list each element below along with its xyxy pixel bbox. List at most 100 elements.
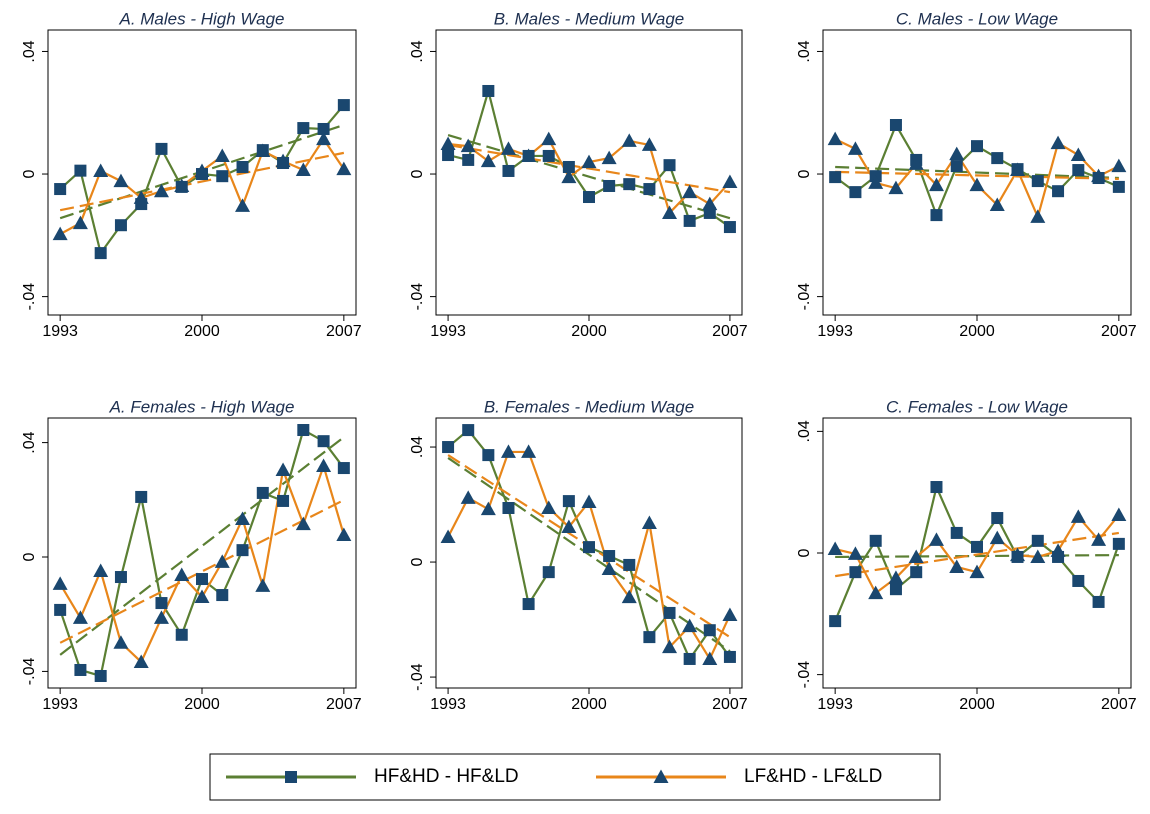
y-tick-label: 0 xyxy=(796,169,813,178)
triangle-marker xyxy=(949,559,965,573)
square-marker xyxy=(889,583,902,596)
triangle-marker xyxy=(662,205,678,219)
triangle-marker xyxy=(194,163,210,177)
triangle-marker xyxy=(868,175,884,189)
triangle-marker xyxy=(949,146,965,161)
triangle-marker xyxy=(1070,509,1086,523)
triangle-marker xyxy=(336,161,352,176)
x-tick-label: 2007 xyxy=(326,696,362,713)
triangle-marker xyxy=(868,585,884,600)
triangle-marker xyxy=(601,561,617,575)
square-marker xyxy=(462,153,475,166)
triangle-marker xyxy=(653,769,669,783)
triangle-marker xyxy=(1030,549,1046,563)
triangle-marker xyxy=(888,570,904,584)
triangle-marker xyxy=(908,156,924,170)
trend-line xyxy=(59,499,345,644)
square-marker xyxy=(603,179,616,192)
square-marker xyxy=(442,441,455,454)
square-marker xyxy=(337,99,350,112)
y-tick-label: -.04 xyxy=(21,283,38,311)
triangle-marker xyxy=(93,163,109,177)
square-marker xyxy=(442,149,455,162)
chart-title: A. Males - High Wage xyxy=(118,9,284,28)
square-marker xyxy=(175,628,188,641)
square-marker xyxy=(74,663,87,676)
square-marker xyxy=(623,558,636,571)
x-tick-label: 1993 xyxy=(430,323,466,340)
legend-label: HF&HD - HF&LD xyxy=(374,766,519,787)
triangle-marker xyxy=(662,639,678,654)
triangle-marker xyxy=(682,184,698,199)
square-marker xyxy=(1031,534,1044,547)
triangle-marker xyxy=(1111,158,1127,173)
y-tick-label: -.04 xyxy=(409,663,426,691)
square-marker xyxy=(950,160,963,173)
square-marker xyxy=(1052,185,1065,198)
series-line xyxy=(59,462,345,664)
triangle-marker xyxy=(908,549,924,563)
square-marker xyxy=(114,571,127,584)
triangle-marker xyxy=(827,541,843,556)
square-marker xyxy=(462,424,475,437)
triangle-marker xyxy=(153,610,169,624)
square-marker xyxy=(94,247,107,260)
triangle-marker xyxy=(235,198,251,212)
square-marker xyxy=(297,122,310,135)
triangle-marker xyxy=(847,141,863,155)
triangle-marker xyxy=(214,554,230,568)
square-marker xyxy=(542,566,555,579)
y-tick-label: 0 xyxy=(21,552,38,561)
square-marker xyxy=(542,149,555,162)
square-marker xyxy=(522,598,535,611)
x-tick-label: 2000 xyxy=(184,323,220,340)
triangle-marker xyxy=(969,177,985,192)
triangle-marker xyxy=(133,654,149,668)
triangle-marker xyxy=(682,618,698,633)
square-marker xyxy=(583,541,595,554)
square-marker xyxy=(1072,164,1085,177)
triangle-marker xyxy=(928,532,944,546)
square-marker xyxy=(317,122,330,135)
triangle-marker xyxy=(1050,543,1066,557)
square-marker xyxy=(849,566,862,579)
triangle-marker xyxy=(336,527,352,541)
x-tick-label: 2007 xyxy=(1101,323,1137,340)
triangle-marker xyxy=(295,516,311,531)
triangle-marker xyxy=(541,500,557,514)
triangle-marker xyxy=(722,607,738,621)
triangle-marker xyxy=(480,153,496,168)
triangle-marker xyxy=(521,148,537,162)
square-marker xyxy=(196,573,208,586)
square-marker xyxy=(889,119,902,131)
trend-line xyxy=(59,151,345,212)
series-line xyxy=(59,137,345,236)
square-marker xyxy=(663,606,676,619)
square-marker xyxy=(256,486,269,499)
triangle-marker xyxy=(440,136,456,150)
y-tick-label: 0 xyxy=(409,558,426,567)
triangle-marker xyxy=(847,546,863,560)
y-tick-label: -.04 xyxy=(409,283,426,311)
square-marker xyxy=(663,159,676,172)
square-marker xyxy=(829,171,842,184)
triangle-marker xyxy=(1111,507,1127,521)
x-tick-label: 2007 xyxy=(712,323,748,340)
square-marker xyxy=(1072,574,1085,587)
square-marker xyxy=(502,502,515,514)
square-marker xyxy=(54,183,67,196)
square-marker xyxy=(991,152,1004,165)
x-tick-label: 1993 xyxy=(42,323,78,340)
triangle-marker xyxy=(460,490,476,504)
triangle-marker xyxy=(1010,162,1026,177)
chart-title: B. Males - Medium Wage xyxy=(494,9,685,28)
triangle-marker xyxy=(1091,168,1107,183)
square-marker xyxy=(1112,180,1125,193)
y-tick-label: -.04 xyxy=(796,283,813,311)
triangle-marker xyxy=(541,131,557,146)
triangle-marker xyxy=(888,180,904,195)
square-marker xyxy=(285,771,297,783)
legend-box xyxy=(209,753,941,801)
square-marker xyxy=(910,566,923,579)
square-marker xyxy=(829,615,842,628)
